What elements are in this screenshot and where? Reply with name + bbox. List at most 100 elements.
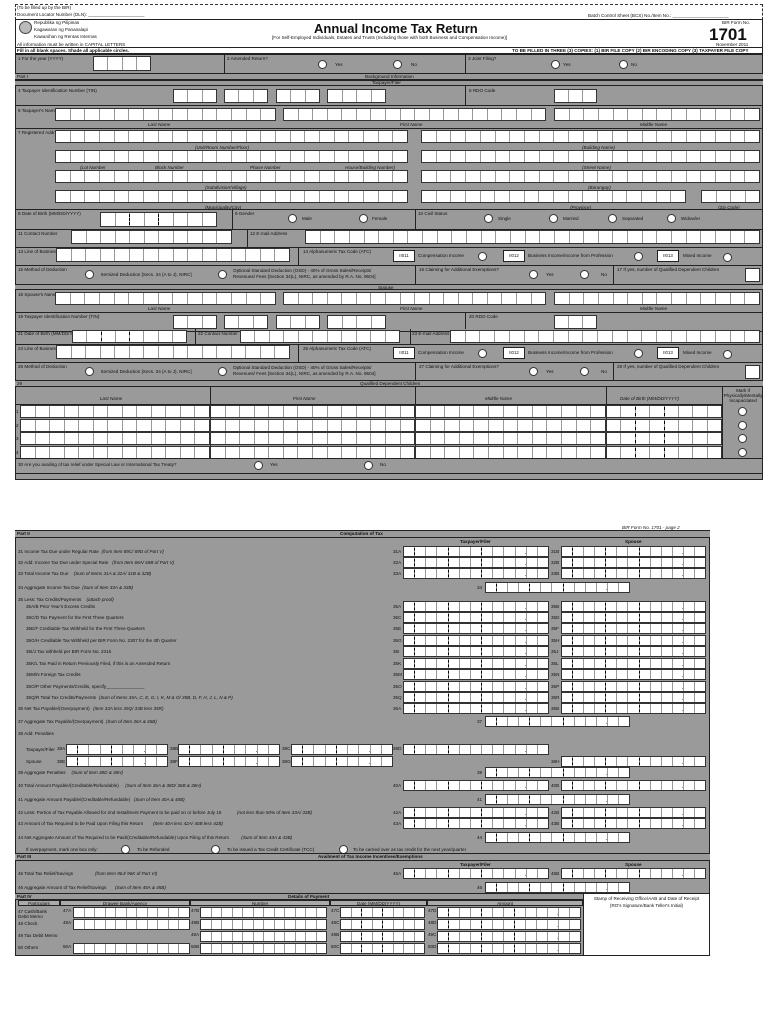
char-cell[interactable] <box>640 781 651 790</box>
char-cell[interactable] <box>541 583 553 592</box>
char-cell[interactable] <box>552 717 564 726</box>
char-cell[interactable] <box>614 109 629 120</box>
char-cell[interactable] <box>188 213 203 226</box>
char-cell[interactable] <box>179 944 189 953</box>
char-cell[interactable] <box>444 293 459 304</box>
char-cell[interactable] <box>682 547 695 556</box>
char-cell[interactable] <box>525 819 538 828</box>
spouse-amount-input-36B[interactable] <box>561 703 706 714</box>
char-cell[interactable] <box>530 833 542 842</box>
char-cell[interactable] <box>416 446 431 458</box>
char-cell[interactable] <box>504 819 516 828</box>
char-cell[interactable] <box>36 419 51 431</box>
char-cell[interactable] <box>416 433 431 444</box>
char-cell[interactable] <box>651 547 662 556</box>
char-cell[interactable] <box>562 659 574 668</box>
char-cell[interactable] <box>108 406 123 417</box>
char-cell[interactable] <box>617 647 629 656</box>
char-cell[interactable] <box>640 682 651 691</box>
input-45a[interactable] <box>403 868 549 879</box>
char-cell[interactable] <box>662 808 673 817</box>
char-cell[interactable] <box>525 547 538 556</box>
char-cell[interactable] <box>493 869 505 878</box>
char-cell[interactable] <box>240 406 255 417</box>
char-cell[interactable] <box>471 682 483 691</box>
char-cell[interactable] <box>431 446 446 458</box>
char-cell[interactable] <box>233 908 243 917</box>
char-cell[interactable] <box>123 757 135 766</box>
char-cell[interactable] <box>144 331 159 342</box>
char-cell[interactable] <box>640 869 651 878</box>
char-cell[interactable] <box>246 346 261 358</box>
char-cell[interactable] <box>598 151 614 162</box>
taxpayer-exemptions-no-radio[interactable] <box>580 270 589 279</box>
char-cell[interactable] <box>438 944 449 953</box>
char-cell[interactable] <box>95 908 106 917</box>
char-cell[interactable] <box>426 647 438 656</box>
char-cell[interactable] <box>679 419 694 431</box>
char-cell[interactable] <box>382 745 392 754</box>
char-cell[interactable] <box>368 745 382 754</box>
child-last-name-input[interactable] <box>20 405 210 418</box>
char-cell[interactable] <box>716 131 731 142</box>
char-cell[interactable] <box>570 908 580 917</box>
char-cell[interactable] <box>431 433 446 444</box>
char-cell[interactable] <box>127 908 138 917</box>
char-cell[interactable] <box>404 693 416 702</box>
char-cell[interactable] <box>100 171 115 182</box>
char-cell[interactable] <box>613 191 628 202</box>
char-cell[interactable] <box>473 109 488 120</box>
char-cell[interactable] <box>437 704 449 713</box>
char-cell[interactable] <box>682 670 695 679</box>
address-line-4-left[interactable] <box>55 190 408 203</box>
char-cell[interactable] <box>525 636 538 645</box>
char-cell[interactable] <box>595 682 607 691</box>
char-cell[interactable] <box>628 231 643 243</box>
penalty-input-38C[interactable] <box>291 744 393 755</box>
char-cell[interactable] <box>486 883 498 892</box>
char-cell[interactable] <box>137 433 152 444</box>
char-cell[interactable] <box>471 558 483 567</box>
child-dob-input[interactable] <box>606 418 722 432</box>
char-cell[interactable] <box>746 191 760 202</box>
char-cell[interactable] <box>497 768 509 777</box>
char-cell[interactable] <box>129 131 145 142</box>
char-cell[interactable] <box>493 932 504 941</box>
char-cell[interactable] <box>682 693 695 702</box>
char-cell[interactable] <box>174 249 189 261</box>
char-cell[interactable] <box>519 717 531 726</box>
char-cell[interactable] <box>79 446 94 458</box>
taxpayer-compensation-radio[interactable] <box>478 252 487 261</box>
char-cell[interactable] <box>497 883 509 892</box>
char-cell[interactable] <box>595 670 607 679</box>
char-cell[interactable] <box>284 433 299 444</box>
char-cell[interactable] <box>437 558 449 567</box>
char-cell[interactable] <box>233 944 243 953</box>
char-cell[interactable] <box>292 757 304 766</box>
char-cell[interactable] <box>404 547 416 556</box>
char-cell[interactable] <box>112 745 124 754</box>
char-cell[interactable] <box>628 151 643 162</box>
char-cell[interactable] <box>650 406 665 417</box>
char-cell[interactable] <box>504 704 516 713</box>
char-cell[interactable] <box>404 819 416 828</box>
char-cell[interactable] <box>342 406 357 417</box>
char-cell[interactable] <box>36 433 51 444</box>
payment-input-49C[interactable] <box>437 931 581 942</box>
char-cell[interactable] <box>426 693 438 702</box>
char-cell[interactable] <box>357 446 372 458</box>
char-cell[interactable] <box>460 670 471 679</box>
char-cell[interactable] <box>562 419 577 431</box>
char-cell[interactable] <box>212 908 222 917</box>
char-cell[interactable] <box>145 213 159 226</box>
char-cell[interactable] <box>254 908 264 917</box>
char-cell[interactable] <box>394 920 404 929</box>
char-cell[interactable] <box>482 231 497 243</box>
char-cell[interactable] <box>299 109 314 120</box>
char-cell[interactable] <box>555 293 570 304</box>
char-cell[interactable] <box>460 682 471 691</box>
char-cell[interactable] <box>371 109 386 120</box>
char-cell[interactable] <box>540 151 555 162</box>
char-cell[interactable] <box>617 636 629 645</box>
char-cell[interactable] <box>157 757 167 766</box>
